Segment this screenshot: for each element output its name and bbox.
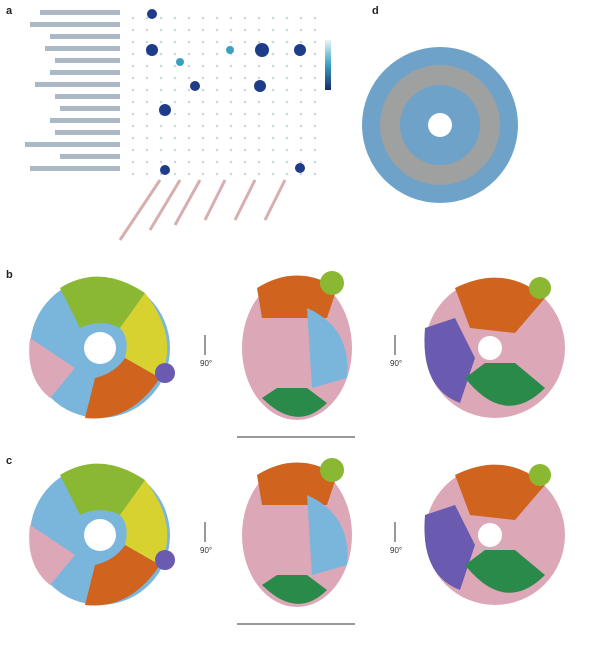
rotation-label: 90° [390, 546, 402, 555]
panel-label: a [6, 5, 13, 17]
rotation-label: 90° [200, 546, 212, 555]
structure [242, 458, 352, 607]
panel-label: d [372, 5, 379, 17]
column-labels [118, 179, 287, 241]
structure [424, 277, 565, 418]
color-bar [325, 40, 331, 90]
structure [424, 464, 565, 605]
panel-label: c [6, 455, 12, 467]
structure [29, 463, 176, 606]
structure-d [362, 47, 518, 203]
row-labels [25, 10, 120, 171]
scale-bars [204, 335, 396, 625]
dot-plot [130, 8, 320, 178]
rotation-label: 90° [390, 359, 402, 368]
rotation-label: 90° [200, 359, 212, 368]
panel-label: b [6, 269, 13, 281]
structure [29, 276, 176, 419]
structure [242, 271, 352, 420]
dot-marks [146, 9, 306, 175]
